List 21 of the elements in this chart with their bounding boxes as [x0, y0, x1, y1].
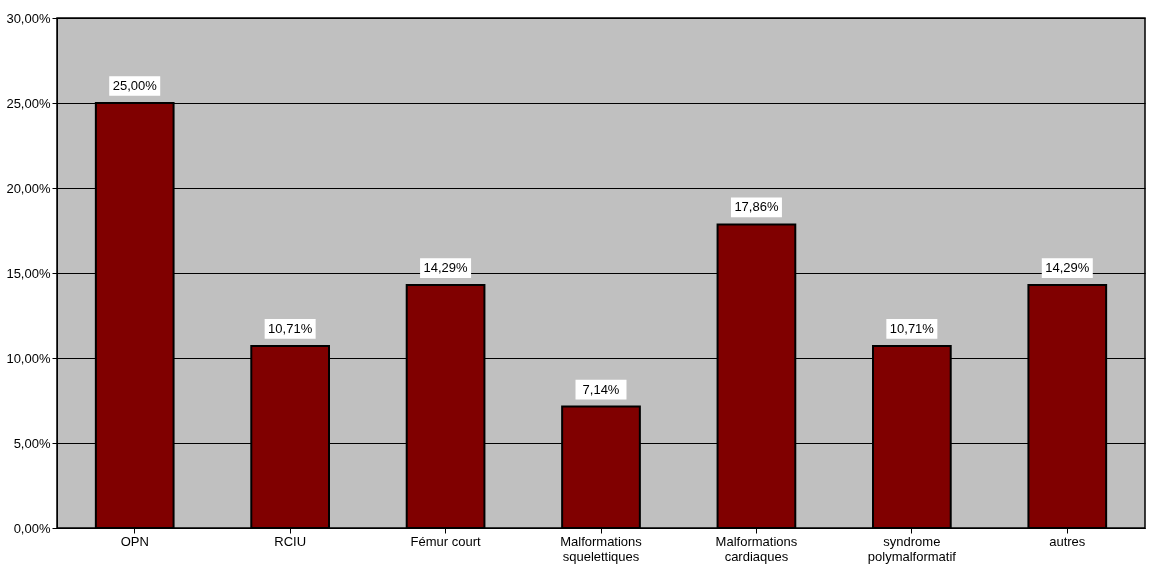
data-label: 10,71% [889, 320, 935, 336]
x-tick-label: Fémur court [410, 533, 481, 549]
x-tick-label: syndrome polymalformatif [867, 533, 957, 564]
y-tick-label: 15,00% [6, 265, 51, 281]
x-tick-label: RCIU [274, 533, 307, 549]
y-tick-label: 20,00% [6, 180, 51, 196]
y-tick-label: 25,00% [6, 95, 51, 111]
data-label: 10,71% [268, 320, 313, 336]
data-label: 14,29% [1045, 260, 1090, 276]
data-label: 17,86% [734, 199, 779, 215]
y-tick-label: 5,00% [13, 435, 51, 451]
x-tick-label: autres [1049, 533, 1086, 549]
data-label: 14,29% [423, 260, 469, 276]
y-tick-label: 0,00% [13, 520, 51, 536]
y-tick-label: 30,00% [6, 10, 51, 26]
x-tick-label: OPN [120, 533, 149, 549]
y-tick-label: 10,00% [6, 350, 51, 366]
data-label: 7,14% [582, 381, 620, 397]
x-tick-label: Malformations cardiaques [715, 533, 798, 564]
x-tick-label: Malformations squelettiques [560, 533, 643, 564]
data-label: 25,00% [112, 78, 158, 93]
